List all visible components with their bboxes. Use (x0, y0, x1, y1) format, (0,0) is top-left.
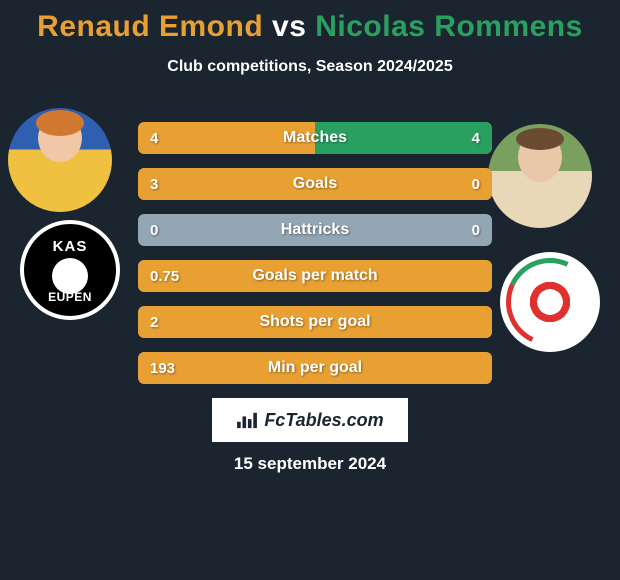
club-left-code-bottom: EUPEN (24, 290, 116, 304)
player1-club-badge: KAS EUPEN (20, 220, 120, 320)
vs-separator: vs (272, 10, 306, 43)
branding-text: FcTables.com (264, 410, 383, 431)
club-left-ball-icon (52, 258, 88, 294)
season-subtitle: Club competitions, Season 2024/2025 (0, 58, 620, 76)
snapshot-date: 15 september 2024 (0, 454, 620, 474)
comparison-title: Renaud Emond vs Nicolas Rommens (0, 0, 620, 44)
stats-comparison-bars: 44Matches 30Goals 00Hattricks 0.75Goals per… (138, 122, 492, 398)
branding-chart-icon (236, 411, 258, 429)
player2-club-badge (500, 252, 600, 352)
club-right-ball-icon (524, 276, 576, 328)
player1-avatar (8, 108, 112, 212)
player1-name: Renaud Emond (37, 10, 263, 43)
stat-label: Goals per match (138, 260, 492, 292)
stat-label: Hattricks (138, 214, 492, 246)
stat-label: Matches (138, 122, 492, 154)
stat-row: 193Min per goal (138, 352, 492, 384)
stat-row: 00Hattricks (138, 214, 492, 246)
stat-label: Min per goal (138, 352, 492, 384)
branding-badge: FcTables.com (212, 398, 408, 442)
stat-label: Shots per goal (138, 306, 492, 338)
stat-row: 2Shots per goal (138, 306, 492, 338)
player2-avatar (488, 124, 592, 228)
club-left-code-top: KAS (24, 238, 116, 255)
stat-row: 44Matches (138, 122, 492, 154)
player2-name: Nicolas Rommens (315, 10, 583, 43)
stat-row: 0.75Goals per match (138, 260, 492, 292)
stat-label: Goals (138, 168, 492, 200)
stat-row: 30Goals (138, 168, 492, 200)
